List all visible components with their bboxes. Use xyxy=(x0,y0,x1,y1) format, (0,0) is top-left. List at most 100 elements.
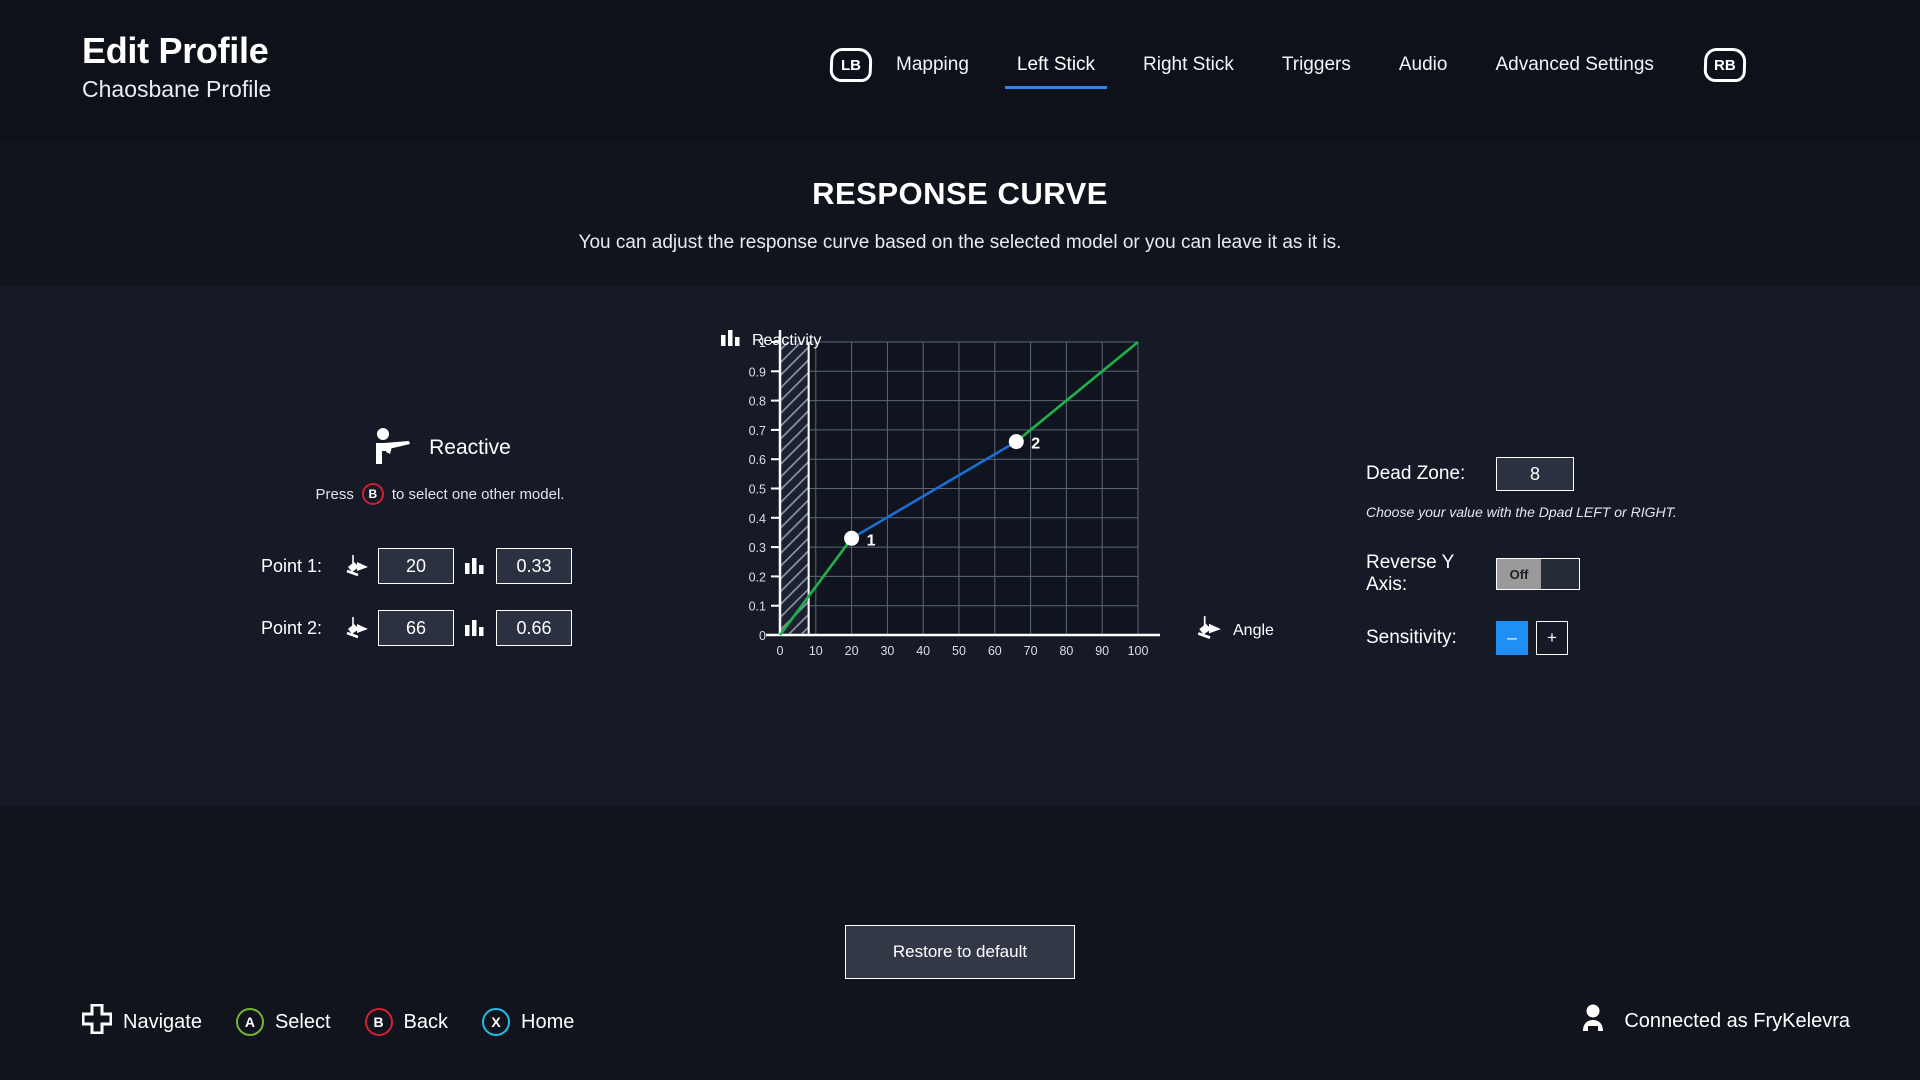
y-tick-label: 0.8 xyxy=(749,395,766,409)
tab-right-stick-label: Right Stick xyxy=(1143,54,1234,75)
sensitivity-row: Sensitivity: – + xyxy=(1366,614,1836,662)
section-title: RESPONSE CURVE xyxy=(812,176,1108,211)
x-tick-label: 80 xyxy=(1059,644,1073,658)
footer-action-select-label: Select xyxy=(274,1010,331,1033)
dead-zone-band xyxy=(780,342,809,635)
footer-action-back-label: Back xyxy=(403,1010,448,1033)
tab-mapping[interactable]: Mapping xyxy=(872,48,993,82)
profile-name: Chaosbane Profile xyxy=(82,76,272,102)
nav-tabs: Mapping Left Stick Right Stick Triggers … xyxy=(872,48,1678,89)
footer-action-home[interactable]: X Home xyxy=(482,1008,574,1036)
dead-zone-input[interactable]: 8 xyxy=(1496,457,1574,491)
x-tick-label: 20 xyxy=(845,644,859,658)
reactivity-icon xyxy=(454,618,496,638)
point-2-label: Point 2: xyxy=(260,617,322,638)
y-tick-label: 0.7 xyxy=(749,424,766,438)
footer-action-back[interactable]: B Back xyxy=(364,1008,448,1036)
restore-to-default-label: Restore to default xyxy=(892,942,1028,961)
sensitivity-label: Sensitivity: xyxy=(1366,627,1457,648)
point-2-angle-value: 66 xyxy=(405,617,427,638)
reverse-y-label: Reverse Y Axis: xyxy=(1366,552,1455,595)
point-1-angle-value: 20 xyxy=(405,555,427,576)
right-bumper-icon[interactable]: RB xyxy=(1703,48,1747,82)
chart-ylabel: Reactivity xyxy=(752,331,822,349)
control-point-handle[interactable] xyxy=(1008,434,1024,450)
reverse-y-row: Reverse Y Axis: Off xyxy=(1366,550,1836,598)
shooter-icon xyxy=(369,427,415,470)
y-tick-label: 0.3 xyxy=(749,541,766,555)
point-1-angle-input[interactable]: 20 xyxy=(378,548,454,584)
x-tick-label: 50 xyxy=(952,644,966,658)
button-b-glyph: B xyxy=(373,1014,384,1030)
model-hint: Press B to select one other model. xyxy=(230,483,650,505)
main-nav: LB Mapping Left Stick Right Stick Trigge… xyxy=(829,48,1747,89)
y-tick-label: 0.2 xyxy=(749,570,766,584)
button-a-glyph: A xyxy=(244,1014,255,1030)
button-b-label: B xyxy=(368,487,378,501)
model-row[interactable]: Reactive xyxy=(230,425,650,471)
footer-action-select[interactable]: A Select xyxy=(235,1008,331,1036)
control-point-handle[interactable] xyxy=(844,530,860,546)
tab-advanced-settings-label: Advanced Settings xyxy=(1495,54,1654,75)
stick-settings-panel: Dead Zone: 8 Choose your value with the … xyxy=(1366,450,1836,662)
y-tick-label: 1 xyxy=(759,336,766,350)
section-description: You can adjust the response curve based … xyxy=(578,232,1342,253)
connection-status-label: Connected as FryKelevra xyxy=(1624,1009,1850,1032)
y-tick-label: 0 xyxy=(759,629,766,643)
sensitivity-stepper: – + xyxy=(1496,621,1568,655)
sensitivity-decrease-button[interactable]: – xyxy=(1496,621,1528,655)
reverse-y-toggle[interactable]: Off xyxy=(1496,558,1580,590)
button-b-icon[interactable]: B xyxy=(361,483,384,505)
footer-actions: Navigate A Select B Back X Home xyxy=(81,1003,574,1040)
point-2-reactivity-input[interactable]: 0.66 xyxy=(496,610,572,646)
model-hint-prefix: Press xyxy=(315,485,354,503)
left-bumper-icon[interactable]: LB xyxy=(829,48,873,82)
sensitivity-increase-button[interactable]: + xyxy=(1536,621,1568,655)
footer-action-navigate[interactable]: Navigate xyxy=(81,1003,202,1040)
dead-zone-row: Dead Zone: 8 xyxy=(1366,450,1836,498)
point-1-reactivity-input[interactable]: 0.33 xyxy=(496,548,572,584)
x-tick-label: 40 xyxy=(916,644,930,658)
curve-segment xyxy=(850,440,1017,540)
x-tick-label: 100 xyxy=(1128,644,1149,658)
model-name: Reactive xyxy=(429,436,511,459)
control-point-label: 2 xyxy=(1031,436,1040,453)
button-b-icon: B xyxy=(364,1008,393,1036)
tab-advanced-settings[interactable]: Advanced Settings xyxy=(1471,48,1677,82)
model-hint-suffix: to select one other model. xyxy=(391,485,565,503)
y-tick-label: 0.6 xyxy=(749,453,766,467)
footer-action-home-label: Home xyxy=(521,1010,575,1033)
angle-icon xyxy=(1195,615,1223,646)
dead-zone-value: 8 xyxy=(1529,463,1540,484)
reactivity-icon xyxy=(720,328,742,353)
user-icon xyxy=(1580,1004,1610,1038)
x-tick-label: 30 xyxy=(880,644,894,658)
left-bumper-label: LB xyxy=(841,56,861,74)
tab-mapping-label: Mapping xyxy=(896,54,969,75)
tab-audio[interactable]: Audio xyxy=(1375,48,1472,82)
y-tick-label: 0.4 xyxy=(749,512,766,526)
app-header: Edit Profile Chaosbane Profile LB Mappin… xyxy=(0,0,1920,140)
x-tick-label: 10 xyxy=(809,644,823,658)
response-curve-chart[interactable]: Reactivity 0 0.1 0.2 0.3 0.4 0.5 0.6 0.7 0.8 0.9 1… xyxy=(720,320,1274,685)
tab-triggers-label: Triggers xyxy=(1281,54,1351,75)
tab-left-stick[interactable]: Left Stick xyxy=(993,48,1119,89)
control-point-label: 1 xyxy=(867,532,876,549)
tab-triggers[interactable]: Triggers xyxy=(1258,48,1375,82)
footer-bar: Navigate A Select B Back X Home xyxy=(0,988,1920,1080)
tab-audio-label: Audio xyxy=(1398,54,1448,75)
right-bumper-label: RB xyxy=(1714,56,1736,74)
y-tick-label: 0.9 xyxy=(749,365,766,379)
tab-left-stick-label: Left Stick xyxy=(1016,54,1096,75)
chart-canvas[interactable]: 00.10.20.30.40.50.60.70.80.910 10 20 30 40 50… xyxy=(720,320,1160,680)
sensitivity-minus-label: – xyxy=(1507,628,1517,647)
connection-status: Connected as FryKelevra xyxy=(1580,1004,1850,1038)
tab-right-stick[interactable]: Right Stick xyxy=(1119,48,1258,82)
restore-to-default-button[interactable]: Restore to default xyxy=(845,925,1075,979)
point-inputs: Point 1: 20 xyxy=(230,535,650,659)
dead-zone-label: Dead Zone: xyxy=(1366,463,1466,484)
point-row: Point 2: 66 xyxy=(230,597,650,659)
point-2-angle-input[interactable]: 66 xyxy=(378,610,454,646)
x-tick-label: 60 xyxy=(988,644,1002,658)
